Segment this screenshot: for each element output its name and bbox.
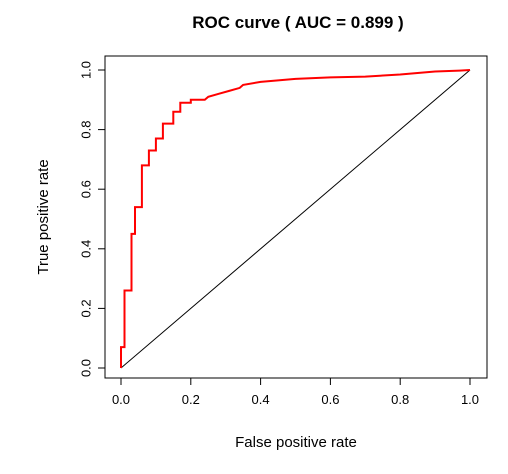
- x-axis: 0.0 0.2 0.4 0.6 0.8 1.0: [112, 377, 479, 407]
- x-tick-label: 0.4: [252, 392, 270, 407]
- y-tick-label: 0.0: [78, 359, 93, 377]
- x-axis-label: False positive rate: [235, 434, 357, 451]
- x-tick-label: 0.6: [321, 392, 339, 407]
- y-axis-label: True positive rate: [35, 159, 52, 274]
- reference-diagonal-line: [120, 69, 471, 369]
- roc-curve-line: [120, 69, 471, 368]
- y-tick-label: 0.2: [78, 299, 93, 317]
- x-tick-label: 0.8: [391, 392, 409, 407]
- y-tick-label: 0.8: [78, 121, 93, 139]
- x-tick-label: 1.0: [461, 392, 479, 407]
- y-tick-label: 0.6: [78, 180, 93, 198]
- chart-title: ROC curve ( AUC = 0.899 ): [192, 13, 403, 32]
- series-layer: [120, 69, 471, 369]
- x-tick-label: 0.2: [182, 392, 200, 407]
- x-tick-label: 0.0: [112, 392, 130, 407]
- y-tick-label: 1.0: [78, 61, 93, 79]
- y-axis: 0.0 0.2 0.4 0.6 0.8 1.0: [78, 61, 106, 377]
- y-tick-label: 0.4: [78, 240, 93, 258]
